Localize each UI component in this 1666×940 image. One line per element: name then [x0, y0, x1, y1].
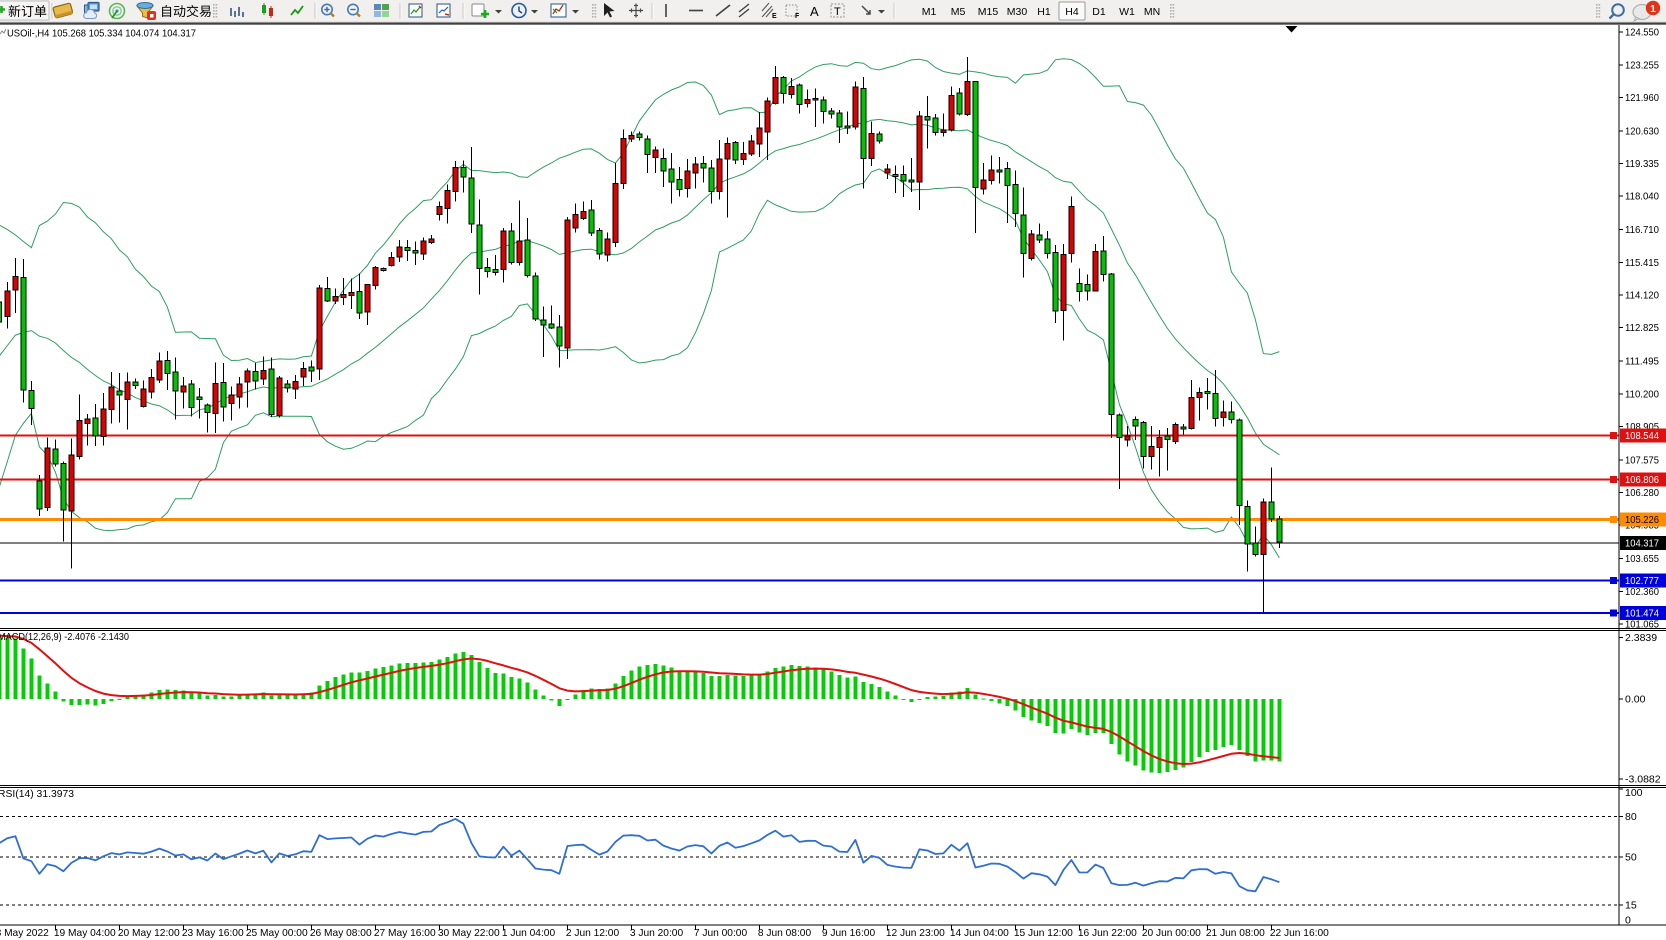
svg-text:101.065: 101.065 [1625, 619, 1659, 631]
svg-text:9 Jun 16:00: 9 Jun 16:00 [822, 928, 876, 939]
svg-text:M15: M15 [978, 6, 999, 18]
svg-text:30 May 22:00: 30 May 22:00 [438, 928, 500, 939]
svg-text:H1: H1 [1037, 6, 1051, 18]
svg-text:20 May 12:00: 20 May 12:00 [118, 928, 180, 939]
svg-text:M30: M30 [1007, 6, 1028, 18]
svg-text:118.040: 118.040 [1625, 191, 1659, 203]
svg-text:103.655: 103.655 [1625, 553, 1659, 565]
svg-text:110.200: 110.200 [1625, 388, 1659, 400]
svg-text:8 Jun 08:00: 8 Jun 08:00 [758, 928, 812, 939]
svg-text:18 May 2022: 18 May 2022 [0, 928, 49, 939]
svg-text:W1: W1 [1119, 6, 1135, 18]
svg-text:23 May 16:00: 23 May 16:00 [182, 928, 244, 939]
svg-text:1 Jun 04:00: 1 Jun 04:00 [502, 928, 556, 939]
svg-text:15: 15 [1625, 899, 1637, 911]
svg-text:16 Jun 22:00: 16 Jun 22:00 [1078, 928, 1137, 939]
svg-text:27 May 16:00: 27 May 16:00 [374, 928, 436, 939]
svg-text:124.550: 124.550 [1625, 27, 1659, 39]
svg-text:7 Jun 00:00: 7 Jun 00:00 [694, 928, 748, 939]
svg-text:3 Jun 20:00: 3 Jun 20:00 [630, 928, 684, 939]
svg-text:0.00: 0.00 [1625, 694, 1646, 706]
svg-text:MN: MN [1144, 6, 1160, 18]
svg-text:114.120: 114.120 [1625, 290, 1659, 302]
svg-text:0: 0 [1625, 915, 1631, 927]
svg-text:50: 50 [1625, 852, 1637, 864]
svg-text:104.317: 104.317 [1625, 538, 1659, 550]
svg-text:112.825: 112.825 [1625, 322, 1659, 334]
svg-text:101.474: 101.474 [1625, 608, 1659, 620]
svg-text:E: E [772, 13, 777, 20]
svg-text:115.415: 115.415 [1625, 257, 1659, 269]
svg-text:D1: D1 [1092, 6, 1106, 18]
svg-text:21 Jun 08:00: 21 Jun 08:00 [1206, 928, 1265, 939]
svg-text:15 Jun 12:00: 15 Jun 12:00 [1014, 928, 1073, 939]
svg-text:116.710: 116.710 [1625, 224, 1659, 236]
svg-text:111.495: 111.495 [1625, 356, 1659, 368]
svg-text:108.544: 108.544 [1625, 430, 1659, 442]
svg-text:H4: H4 [1065, 6, 1079, 18]
svg-text:100: 100 [1625, 787, 1643, 799]
svg-text:1: 1 [1650, 3, 1656, 15]
svg-text:107.575: 107.575 [1625, 454, 1659, 466]
svg-text:80: 80 [1625, 811, 1637, 823]
svg-text:14 Jun 04:00: 14 Jun 04:00 [950, 928, 1009, 939]
svg-text:RSI(14) 31.3973: RSI(14) 31.3973 [0, 788, 74, 800]
svg-text:25 May 00:00: 25 May 00:00 [246, 928, 308, 939]
svg-text:20 Jun 00:00: 20 Jun 00:00 [1142, 928, 1201, 939]
svg-text:105.226: 105.226 [1625, 514, 1659, 526]
svg-text:119.335: 119.335 [1625, 158, 1659, 170]
svg-text:2 Jun 12:00: 2 Jun 12:00 [566, 928, 620, 939]
svg-text:T: T [834, 6, 841, 18]
svg-text:22 Jun 16:00: 22 Jun 16:00 [1270, 928, 1329, 939]
svg-text:12 Jun 23:00: 12 Jun 23:00 [886, 928, 945, 939]
svg-text:MACD(12,26,9) -2.4076 -2.1430: MACD(12,26,9) -2.4076 -2.1430 [0, 631, 129, 643]
svg-text:A: A [810, 4, 819, 19]
svg-text:102.777: 102.777 [1625, 575, 1659, 587]
svg-text:19 May 04:00: 19 May 04:00 [54, 928, 116, 939]
svg-text:106.806: 106.806 [1625, 474, 1659, 486]
svg-text:F: F [795, 13, 800, 20]
svg-text:123.255: 123.255 [1625, 59, 1659, 71]
svg-text:106.280: 106.280 [1625, 487, 1659, 499]
svg-text:121.960: 121.960 [1625, 92, 1659, 104]
svg-text:102.360: 102.360 [1625, 586, 1659, 598]
svg-text:2.3839: 2.3839 [1625, 632, 1657, 644]
svg-text:USOil-,H4 105.268 105.334 104: USOil-,H4 105.268 105.334 104.074 104.31… [7, 28, 196, 40]
svg-text:M5: M5 [951, 6, 966, 18]
svg-text:120.630: 120.630 [1625, 125, 1659, 137]
svg-text:M1: M1 [922, 6, 937, 18]
svg-text:-3.0882: -3.0882 [1625, 774, 1661, 786]
svg-text:26 May 08:00: 26 May 08:00 [310, 928, 372, 939]
